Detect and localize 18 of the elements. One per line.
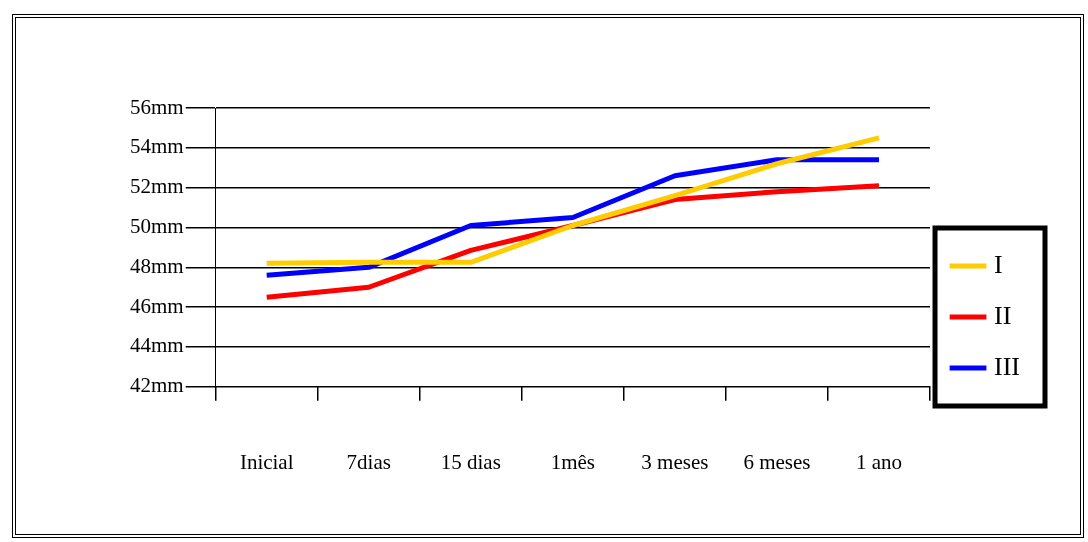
x-tick-label: 7dias: [346, 449, 391, 474]
legend-label: III: [994, 351, 1021, 381]
y-tick-label: 54mm: [130, 134, 184, 159]
y-tick-label: 42mm: [130, 373, 184, 398]
x-tick-label: 3 meses: [641, 449, 709, 474]
x-tick-label: 6 meses: [743, 449, 811, 474]
y-tick-label: 48mm: [130, 253, 184, 278]
x-tick-label: 15 dias: [440, 449, 501, 474]
y-tick-label: 56mm: [130, 94, 184, 119]
y-tick-label: 44mm: [130, 333, 184, 358]
x-tick-label: 1mês: [550, 449, 596, 474]
y-tick-label: 52mm: [130, 174, 184, 199]
legend-label: I: [994, 249, 1003, 279]
x-tick-label: 1 ano: [855, 449, 903, 474]
legend-label: II: [994, 300, 1012, 330]
y-tick-label: 46mm: [130, 293, 184, 318]
y-tick-label: 50mm: [130, 214, 184, 238]
x-tick-label: Inicial: [239, 449, 294, 474]
